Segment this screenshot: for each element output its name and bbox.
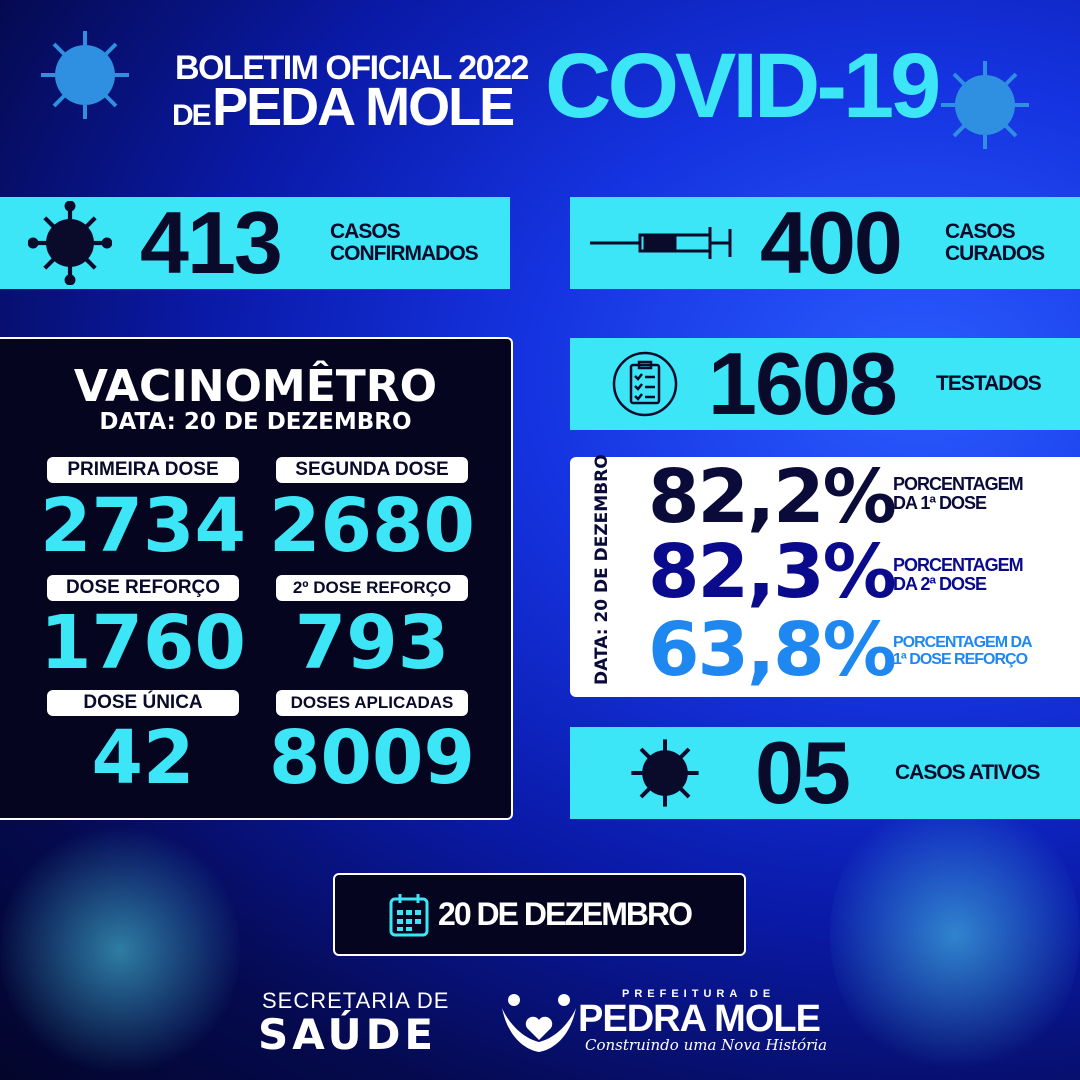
virus-icon [41, 31, 129, 119]
confirmed-card: 413 CASOS CONFIRMADOS [0, 197, 510, 289]
percentages-date: DATA: 20 DE DEZEMBRO [592, 454, 612, 685]
single-dose-value: 42 [91, 715, 195, 801]
doses-applied-label: DOSES APLICADAS [276, 690, 468, 716]
secretaria-label: SECRETARIA DE [262, 988, 450, 1013]
confirmed-value: 413 [140, 193, 283, 292]
pct-first-dose: 82,2% [648, 454, 897, 540]
background-virus [830, 790, 1080, 1080]
label-line: CASOS [330, 220, 401, 243]
active-value: 05 [755, 723, 851, 822]
background-virus [0, 820, 240, 1080]
doses-applied-value: 8009 [269, 715, 475, 801]
calendar-icon [389, 893, 429, 936]
logo-slogan: Construindo uma Nova História [585, 1036, 828, 1054]
cured-card: 400 CASOS CURADOS [570, 197, 1080, 289]
cured-label: CASOS CURADOS [945, 220, 1045, 265]
title-prefix: DE [172, 99, 212, 132]
label-line: PORCENTAGEM [893, 474, 1024, 494]
booster-value: 1760 [40, 600, 246, 686]
virus-icon [28, 201, 112, 285]
label-line: PORCENTAGEM [893, 555, 1024, 575]
booster-label: DOSE REFORÇO [47, 575, 239, 601]
label-line: DA 2ª DOSE [893, 574, 987, 594]
vaccinometer-panel: VACINOMÊTRO DATA: 20 DE DEZEMBRO PRIMEIR… [0, 337, 513, 820]
logo-top: PREFEITURA DE [622, 988, 776, 1000]
title-main: PEDA MOLE [212, 77, 515, 137]
cured-value: 400 [760, 193, 903, 292]
label-line: CONFIRMADOS [330, 242, 479, 265]
label-line: CURADOS [945, 242, 1045, 265]
clipboard-icon [612, 351, 678, 417]
pct-booster-label: PORCENTAGEM DA 1ª DOSE REFORÇO [893, 634, 1073, 668]
pct-booster: 63,8% [648, 607, 897, 693]
first-dose-value: 2734 [40, 483, 246, 569]
first-dose-label: PRIMEIRA DOSE [47, 457, 239, 483]
syringe-icon [590, 227, 732, 259]
date-badge-text: 20 DE DEZEMBRO [438, 896, 693, 932]
second-booster-label: 2º DOSE REFORÇO [276, 575, 468, 601]
pedra-mole-logo-icon [502, 994, 576, 1052]
second-dose-value: 2680 [269, 483, 475, 569]
second-dose-label: SEGUNDA DOSE [276, 457, 468, 483]
title-line1: BOLETIM OFICIAL 2022 [175, 49, 529, 87]
saude-label: SAÚDE [258, 1010, 438, 1059]
tested-label: TESTADOS [936, 372, 1042, 395]
date-badge: 20 DE DEZEMBRO [333, 873, 746, 956]
active-card: 05 CASOS ATIVOS [570, 727, 1080, 819]
covid-title: COVID-19 [545, 35, 941, 137]
label-line: 1ª DOSE REFORÇO [893, 651, 1028, 668]
vaccinometer-title: VACINOMÊTRO [73, 361, 438, 412]
vaccinometer-date: DATA: 20 DE DEZEMBRO [99, 409, 412, 435]
label-line: DA 1ª DOSE [893, 493, 987, 513]
tested-card: 1608 TESTADOS [570, 338, 1080, 430]
single-dose-label: DOSE ÚNICA [47, 690, 239, 716]
title-line2: DE PEDA MOLE [172, 77, 515, 148]
virus-icon [941, 61, 1029, 149]
confirmed-label: CASOS CONFIRMADOS [330, 220, 479, 265]
pct-first-label: PORCENTAGEM DA 1ª DOSE [893, 475, 1073, 513]
pct-second-dose: 82,3% [648, 529, 897, 615]
tested-value: 1608 [708, 334, 898, 433]
virus-icon [631, 739, 699, 807]
pct-second-label: PORCENTAGEM DA 2ª DOSE [893, 556, 1073, 594]
label-line: CASOS [945, 220, 1016, 243]
active-label: CASOS ATIVOS [895, 761, 1040, 784]
logo-main: PEDRA MOLE [578, 998, 821, 1040]
percentages-card: DATA: 20 DE DEZEMBRO [570, 454, 1080, 697]
second-booster-value: 793 [294, 600, 450, 686]
label-line: PORCENTAGEM DA [893, 634, 1033, 651]
